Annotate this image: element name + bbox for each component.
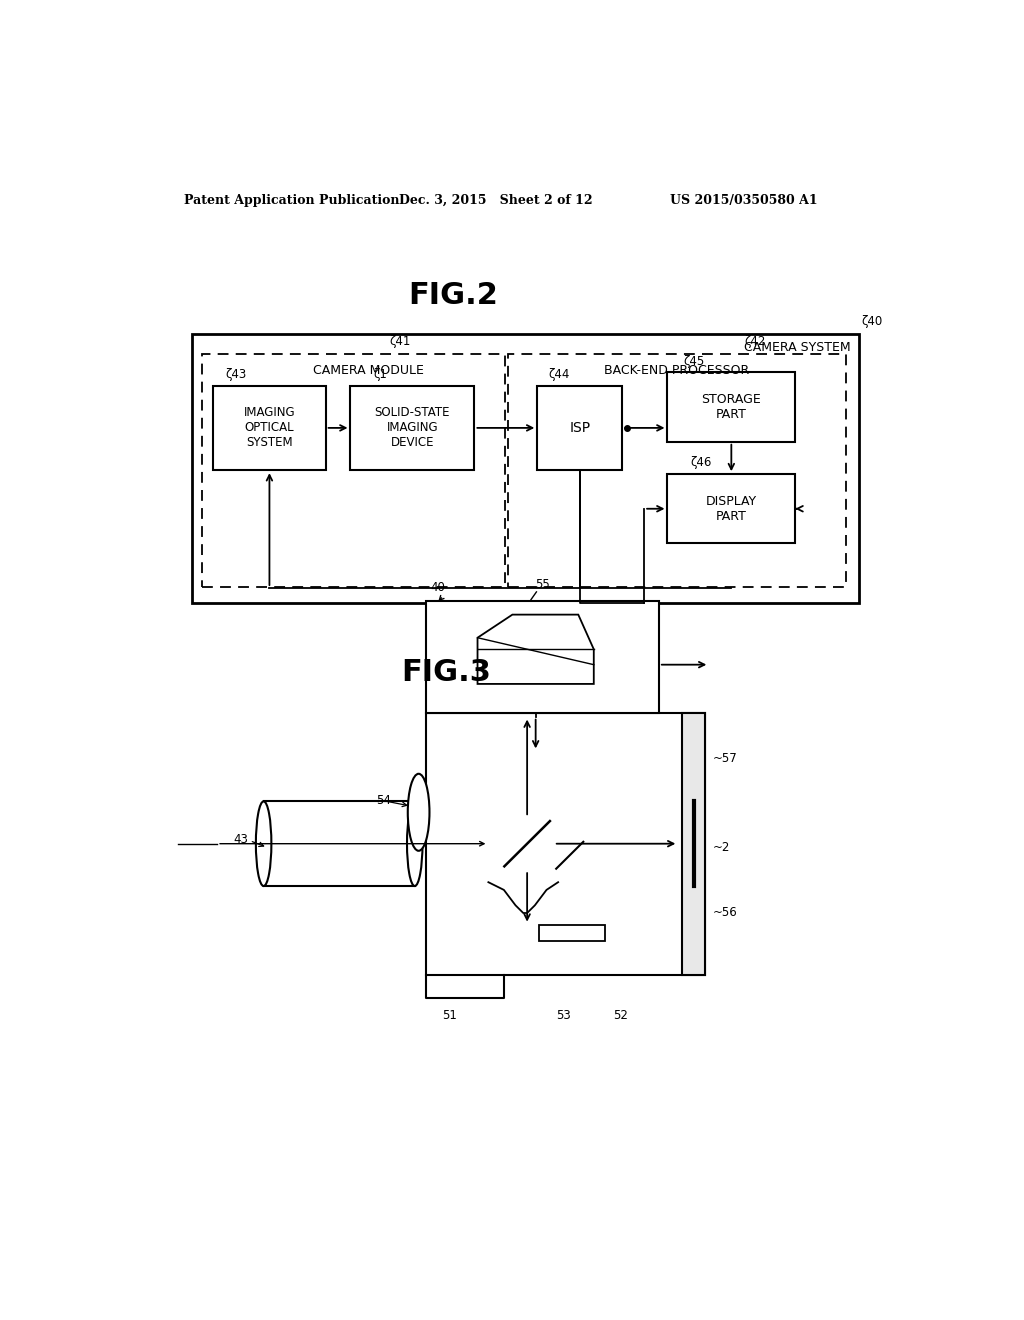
- Text: ζ45: ζ45: [683, 355, 705, 368]
- Bar: [193, 334, 859, 603]
- Ellipse shape: [407, 801, 423, 886]
- Bar: [682, 713, 706, 974]
- Bar: [426, 601, 658, 713]
- Bar: [350, 385, 474, 470]
- Text: ISP: ISP: [569, 421, 591, 434]
- Text: ζ44: ζ44: [549, 368, 570, 381]
- Bar: [668, 474, 796, 544]
- Text: Dec. 3, 2015   Sheet 2 of 12: Dec. 3, 2015 Sheet 2 of 12: [399, 194, 593, 207]
- Text: ~2: ~2: [713, 841, 730, 854]
- Bar: [213, 385, 326, 470]
- Text: BACK-END PROCESSOR: BACK-END PROCESSOR: [604, 364, 750, 378]
- Text: 51: 51: [442, 1010, 457, 1022]
- Text: DISPLAY
PART: DISPLAY PART: [706, 495, 757, 523]
- Bar: [508, 354, 847, 586]
- Bar: [263, 801, 415, 886]
- Text: 55: 55: [536, 578, 550, 591]
- Text: STORAGE
PART: STORAGE PART: [701, 393, 761, 421]
- Text: FIG.2: FIG.2: [409, 281, 499, 310]
- Text: ~56: ~56: [713, 907, 738, 920]
- Text: 40: 40: [430, 581, 445, 594]
- Text: US 2015/0350580 A1: US 2015/0350580 A1: [671, 194, 818, 207]
- Text: CAMERA SYSTEM: CAMERA SYSTEM: [743, 342, 850, 354]
- Bar: [203, 354, 505, 586]
- Polygon shape: [477, 615, 594, 684]
- Text: ζ43: ζ43: [225, 368, 246, 381]
- Text: 54: 54: [376, 795, 391, 808]
- Bar: [539, 924, 604, 941]
- Text: FIG.3: FIG.3: [400, 659, 490, 688]
- Text: 43: 43: [233, 833, 248, 846]
- Bar: [668, 372, 796, 442]
- Text: ζ42: ζ42: [744, 335, 766, 348]
- Text: ζ40: ζ40: [861, 314, 883, 327]
- Bar: [426, 713, 706, 974]
- Text: SOLID-STATE
IMAGING
DEVICE: SOLID-STATE IMAGING DEVICE: [375, 407, 451, 449]
- Ellipse shape: [408, 774, 429, 851]
- Text: CAMERA MODULE: CAMERA MODULE: [313, 364, 424, 378]
- Bar: [538, 385, 623, 470]
- Text: ζ46: ζ46: [690, 457, 712, 470]
- Text: ~57: ~57: [713, 752, 738, 766]
- Text: IMAGING
OPTICAL
SYSTEM: IMAGING OPTICAL SYSTEM: [244, 407, 295, 449]
- Text: ζ1: ζ1: [374, 368, 387, 381]
- Text: 53: 53: [557, 1010, 571, 1022]
- Text: ζ41: ζ41: [390, 335, 412, 348]
- Text: 52: 52: [612, 1010, 628, 1022]
- Text: Patent Application Publication: Patent Application Publication: [183, 194, 399, 207]
- Ellipse shape: [256, 801, 271, 886]
